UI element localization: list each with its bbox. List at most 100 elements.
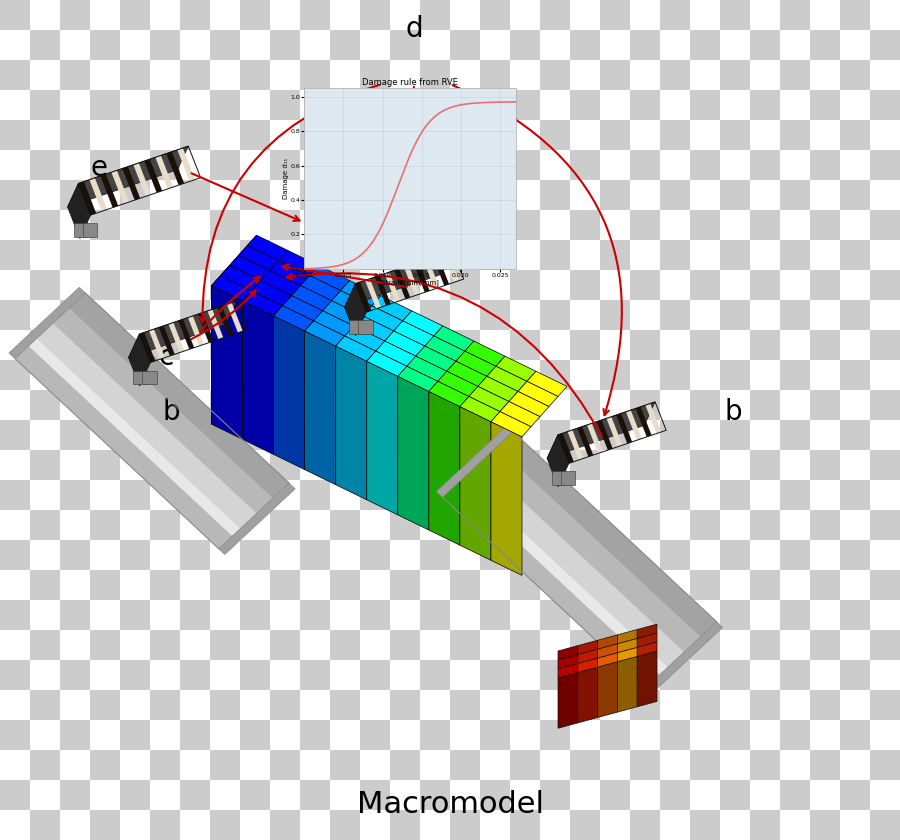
Polygon shape — [509, 391, 549, 417]
Polygon shape — [460, 396, 500, 422]
Polygon shape — [133, 163, 151, 197]
Polygon shape — [376, 341, 416, 366]
Polygon shape — [78, 181, 96, 215]
Polygon shape — [460, 407, 491, 560]
Polygon shape — [207, 309, 223, 339]
Polygon shape — [142, 370, 157, 384]
Polygon shape — [558, 646, 578, 660]
Polygon shape — [637, 624, 657, 638]
Polygon shape — [428, 391, 460, 545]
Polygon shape — [322, 301, 363, 326]
Polygon shape — [304, 321, 345, 346]
Polygon shape — [617, 648, 637, 662]
Polygon shape — [416, 346, 455, 371]
Polygon shape — [9, 287, 86, 359]
Polygon shape — [446, 361, 487, 386]
Polygon shape — [635, 407, 652, 437]
Polygon shape — [558, 673, 578, 728]
Polygon shape — [260, 270, 301, 296]
Polygon shape — [578, 667, 598, 723]
Polygon shape — [336, 346, 367, 500]
Polygon shape — [598, 643, 617, 659]
Polygon shape — [394, 269, 410, 299]
Polygon shape — [407, 356, 446, 381]
Polygon shape — [404, 265, 420, 296]
Polygon shape — [168, 323, 184, 353]
Polygon shape — [178, 319, 194, 349]
Polygon shape — [363, 306, 403, 331]
Polygon shape — [69, 293, 289, 498]
Polygon shape — [365, 279, 381, 309]
Polygon shape — [403, 311, 443, 336]
Polygon shape — [188, 316, 204, 346]
Polygon shape — [598, 662, 617, 717]
Polygon shape — [68, 183, 91, 239]
Polygon shape — [242, 291, 283, 316]
Polygon shape — [198, 312, 213, 343]
Polygon shape — [356, 282, 372, 312]
Polygon shape — [37, 323, 256, 528]
Polygon shape — [301, 276, 340, 301]
Polygon shape — [367, 361, 398, 515]
Polygon shape — [74, 223, 88, 237]
Polygon shape — [578, 640, 598, 654]
Polygon shape — [578, 649, 598, 664]
Polygon shape — [292, 286, 331, 311]
Polygon shape — [354, 316, 394, 341]
Polygon shape — [491, 412, 531, 437]
Text: e: e — [91, 154, 107, 182]
Polygon shape — [491, 422, 522, 575]
Polygon shape — [367, 351, 407, 376]
Polygon shape — [68, 146, 188, 207]
Polygon shape — [217, 306, 233, 336]
Polygon shape — [436, 426, 513, 497]
Polygon shape — [617, 629, 637, 643]
Polygon shape — [166, 152, 184, 185]
Polygon shape — [423, 259, 439, 289]
Polygon shape — [587, 423, 603, 454]
Polygon shape — [637, 633, 657, 648]
Polygon shape — [500, 402, 540, 427]
Polygon shape — [637, 642, 657, 656]
Text: a: a — [406, 439, 422, 468]
Polygon shape — [464, 341, 505, 366]
Polygon shape — [558, 433, 574, 464]
Text: b: b — [162, 397, 180, 426]
Polygon shape — [220, 265, 260, 291]
Polygon shape — [177, 148, 195, 181]
Polygon shape — [345, 284, 366, 336]
Text: c: c — [159, 343, 174, 371]
Polygon shape — [646, 622, 723, 693]
Polygon shape — [455, 351, 496, 376]
Polygon shape — [270, 260, 310, 286]
Polygon shape — [385, 331, 425, 356]
Polygon shape — [398, 366, 437, 391]
Polygon shape — [568, 430, 583, 460]
Polygon shape — [443, 252, 459, 282]
Polygon shape — [443, 432, 716, 687]
Polygon shape — [156, 155, 173, 189]
Polygon shape — [547, 402, 655, 459]
Polygon shape — [496, 356, 536, 381]
Polygon shape — [645, 403, 662, 433]
Polygon shape — [598, 653, 617, 667]
Polygon shape — [340, 281, 381, 306]
Polygon shape — [112, 171, 130, 204]
Text: d: d — [405, 15, 423, 44]
Polygon shape — [428, 381, 469, 407]
Polygon shape — [478, 376, 518, 402]
Polygon shape — [626, 410, 642, 440]
Polygon shape — [487, 366, 527, 391]
Polygon shape — [558, 664, 578, 678]
Polygon shape — [433, 255, 449, 286]
Polygon shape — [518, 381, 558, 407]
Polygon shape — [304, 331, 336, 485]
Polygon shape — [149, 329, 165, 360]
Polygon shape — [552, 471, 566, 485]
Polygon shape — [212, 286, 242, 439]
Polygon shape — [607, 417, 623, 447]
Polygon shape — [617, 638, 637, 653]
Polygon shape — [219, 483, 295, 554]
Polygon shape — [358, 320, 373, 333]
Polygon shape — [597, 420, 613, 450]
